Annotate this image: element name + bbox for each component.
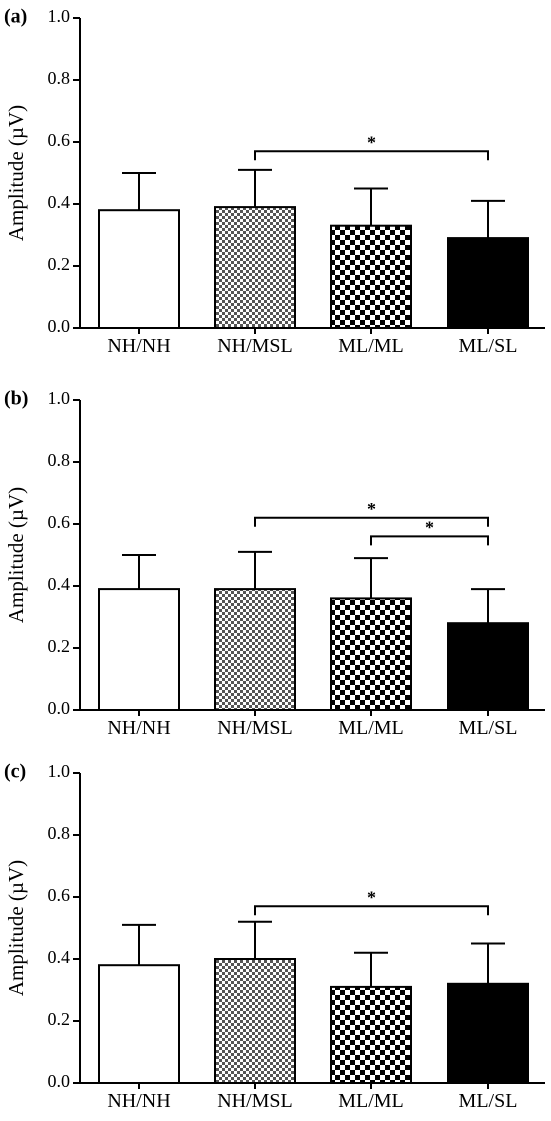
bar-nh-nh xyxy=(98,964,180,1085)
y-axis-label: Amplitude (µV) xyxy=(4,105,28,241)
y-tick-label: 0.0 xyxy=(48,698,71,718)
x-tick-label: ML/ML xyxy=(338,335,404,357)
y-tick-label: 1.0 xyxy=(48,388,71,408)
x-tick-label: NH/MSL xyxy=(217,717,293,739)
x-tick-label: ML/SL xyxy=(459,1090,518,1112)
x-tick-label: ML/SL xyxy=(459,335,518,357)
bar-ml-sl xyxy=(447,237,529,330)
y-tick-label: 0.2 xyxy=(48,636,71,656)
significance-bracket xyxy=(254,905,489,916)
y-axis-label: Amplitude (µV) xyxy=(4,860,28,996)
bar-nh-nh xyxy=(98,588,180,711)
y-tick-label: 1.0 xyxy=(48,761,71,781)
y-tick-label: 0.6 xyxy=(48,130,71,150)
y-axis-label: Amplitude (µV) xyxy=(4,487,28,623)
significance-bracket xyxy=(370,535,489,546)
significance-star: * xyxy=(425,517,434,537)
chart-panel-2: (b) Amplitude (µV) 0.0 0.2 0.4 0.6 0.8 1.0 NH/NH… xyxy=(4,388,545,739)
chart-panel-3: (c) Amplitude (µV) 0.0 0.2 0.4 0.6 0.8 1.0 NH/NH… xyxy=(4,761,545,1112)
y-tick-label: 1.0 xyxy=(48,6,71,26)
bar-nh-nh xyxy=(98,209,180,329)
y-tick-label: 0.2 xyxy=(48,1009,71,1029)
x-tick-label: ML/ML xyxy=(338,717,404,739)
y-tick-label: 0.0 xyxy=(48,1071,71,1091)
panel-label: (a) xyxy=(4,6,27,28)
panel-label: (c) xyxy=(4,761,26,783)
x-tick-label: NH/MSL xyxy=(217,1090,293,1112)
bar-ml-ml xyxy=(330,985,412,1085)
bar-ml-sl xyxy=(447,982,529,1084)
significance-star: * xyxy=(367,499,376,519)
bar-nh-msl xyxy=(214,206,296,330)
y-tick-label: 0.4 xyxy=(48,574,71,594)
y-tick-label: 0.4 xyxy=(48,947,71,967)
significance-star: * xyxy=(367,887,376,907)
y-tick-label: 0.4 xyxy=(48,192,71,212)
x-tick-label: ML/SL xyxy=(459,717,518,739)
significance-star: * xyxy=(367,132,376,152)
significance-bracket xyxy=(254,516,489,527)
y-tick-label: 0.8 xyxy=(48,450,71,470)
bar-nh-msl xyxy=(214,588,296,711)
y-tick-label: 0.6 xyxy=(48,512,71,532)
x-tick-label: NH/MSL xyxy=(217,335,293,357)
x-tick-label: NH/NH xyxy=(107,1090,170,1112)
y-tick-label: 0.0 xyxy=(48,316,71,336)
y-tick-label: 0.8 xyxy=(48,823,71,843)
x-tick-label: NH/NH xyxy=(107,717,170,739)
significance-bracket xyxy=(254,150,489,161)
y-tick-label: 0.2 xyxy=(48,254,71,274)
panel-label: (b) xyxy=(4,388,28,410)
bar-ml-ml xyxy=(330,224,412,329)
bar-ml-ml xyxy=(330,597,412,712)
y-tick-label: 0.8 xyxy=(48,68,71,88)
x-tick-label: ML/ML xyxy=(338,1090,404,1112)
x-tick-label: NH/NH xyxy=(107,335,170,357)
chart-panel-1: (a) Amplitude (µV) 0.0 0.2 0.4 0.6 0.8 1.0 NH/NH… xyxy=(4,6,545,357)
bar-ml-sl xyxy=(447,622,529,712)
bar-nh-msl xyxy=(214,958,296,1084)
y-tick-label: 0.6 xyxy=(48,885,71,905)
